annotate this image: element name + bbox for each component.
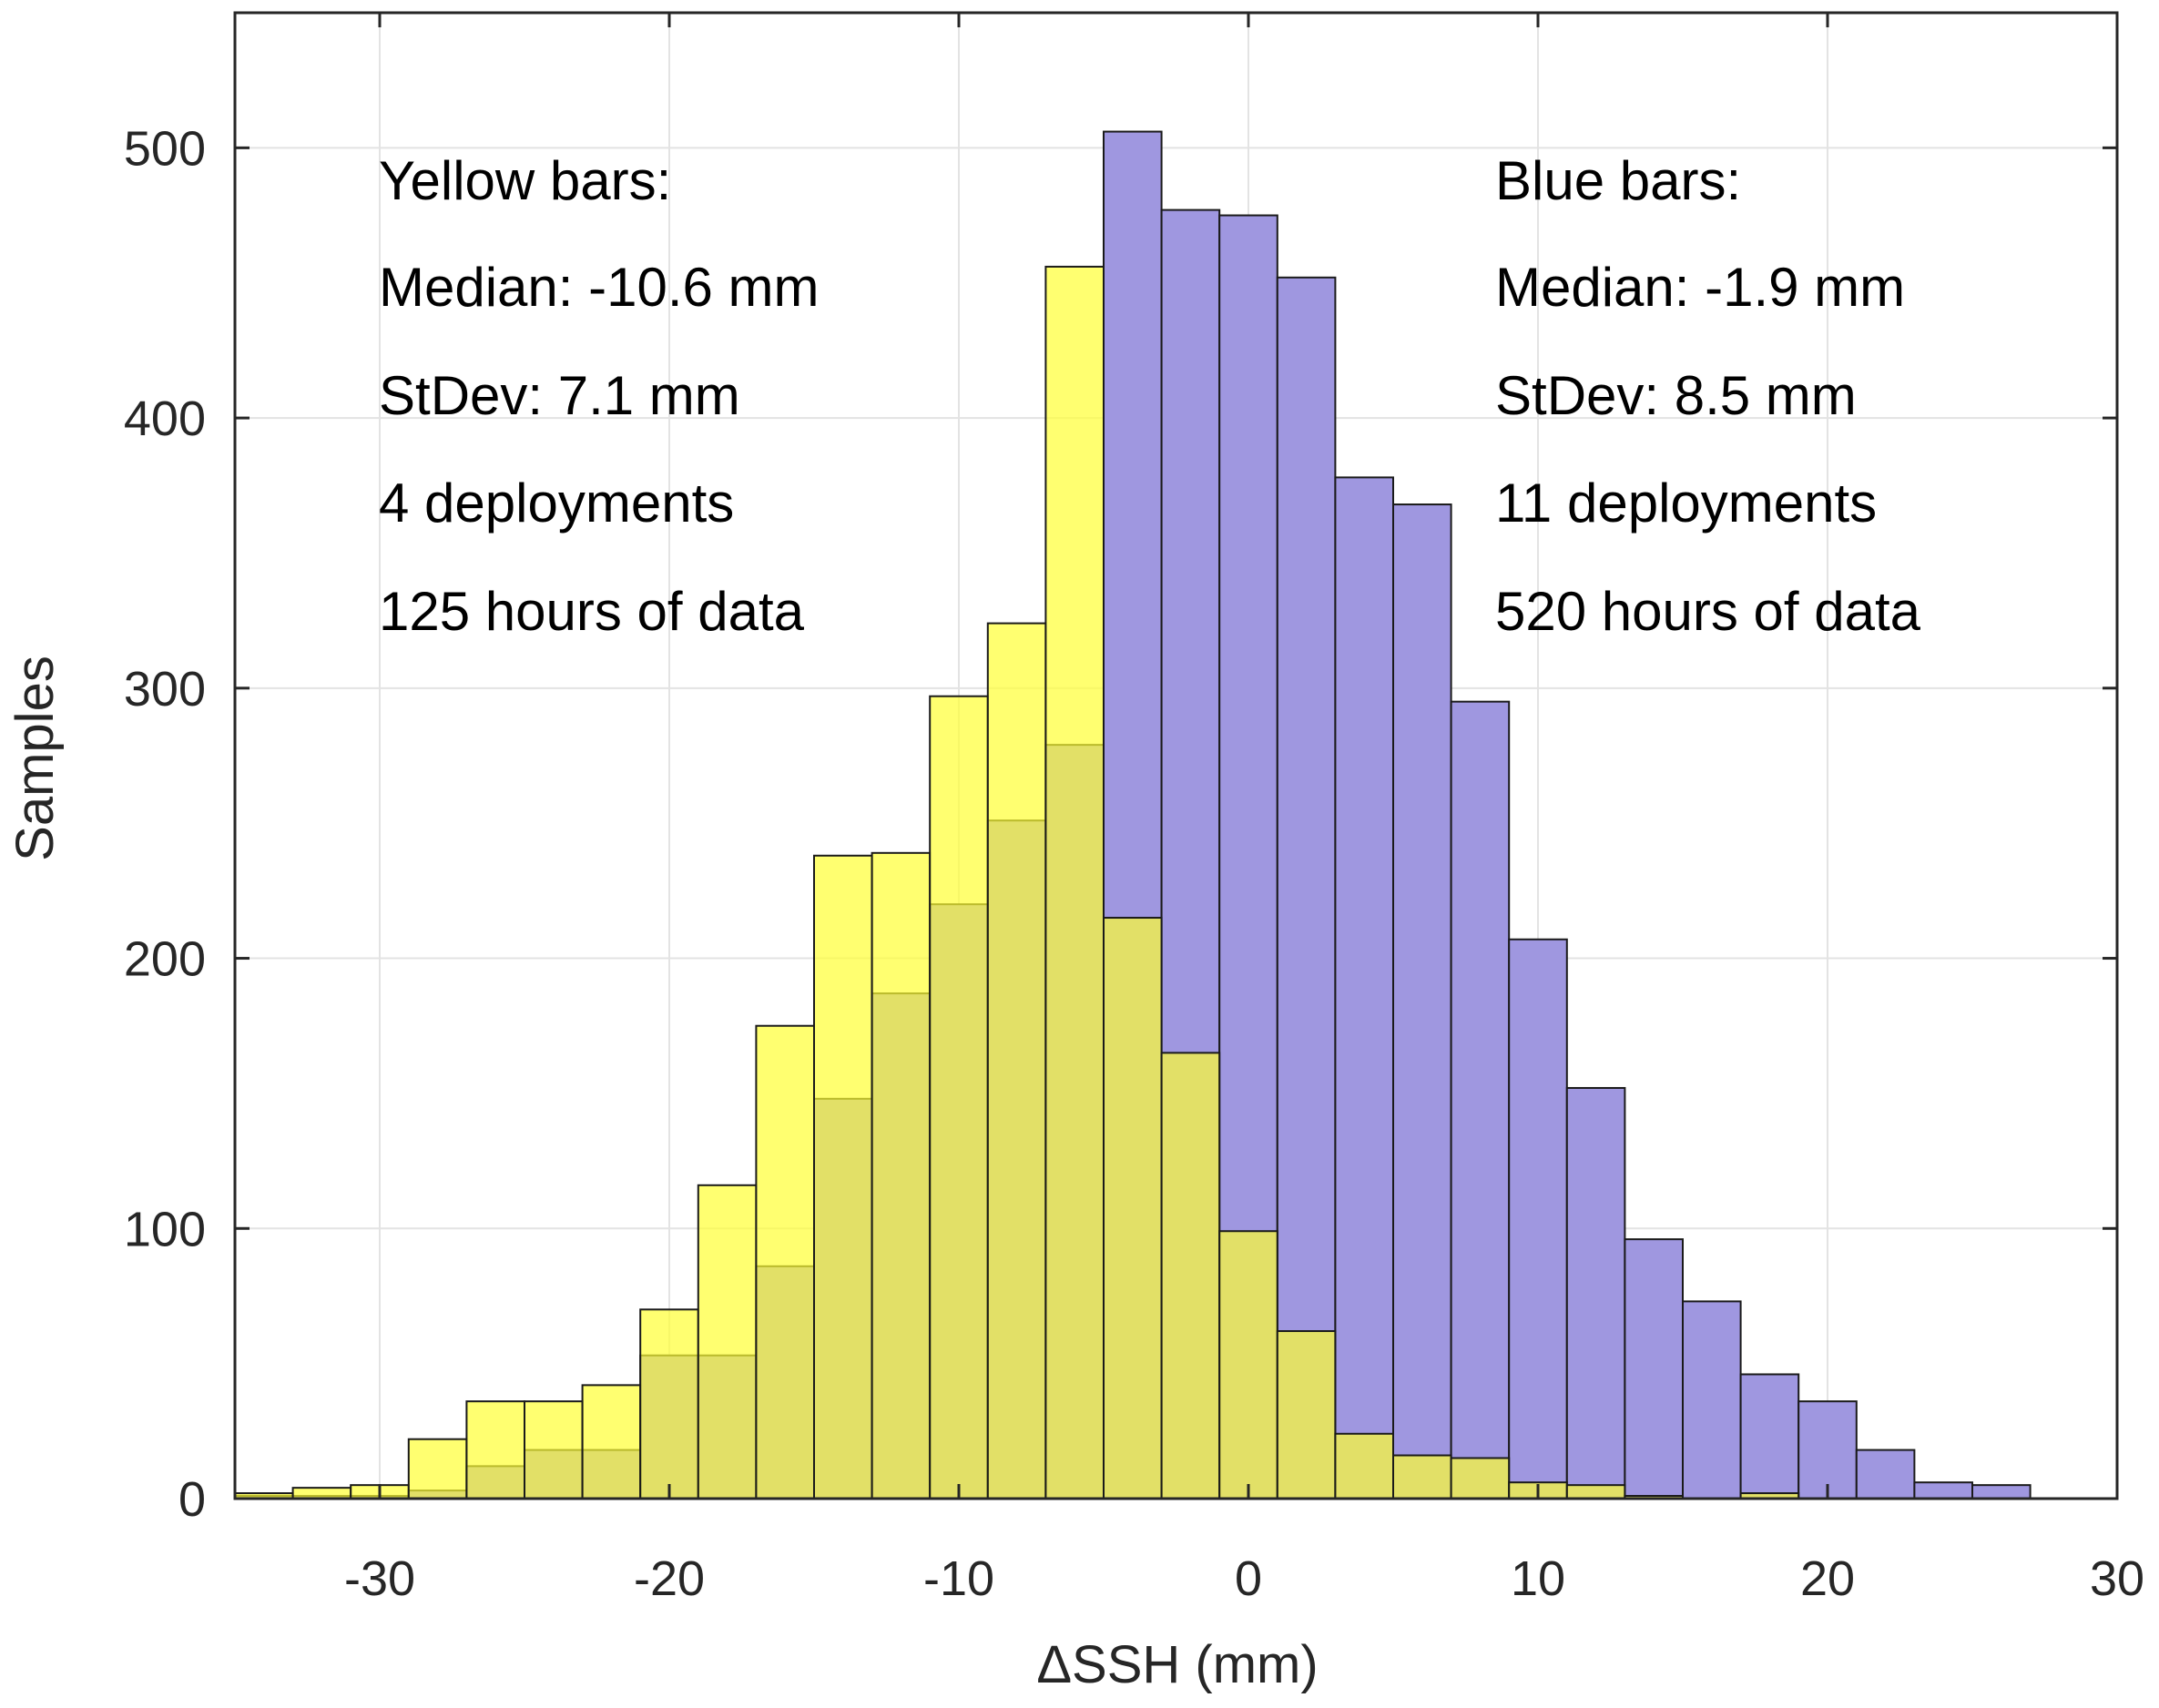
- bar: [1565, 1086, 1626, 1500]
- bar: [407, 1438, 468, 1500]
- bar: [1971, 1484, 2032, 1500]
- x-tick-label: -10: [923, 1551, 994, 1606]
- yellow-annot-line: Yellow bars:: [379, 150, 671, 211]
- bar: [465, 1400, 526, 1500]
- bar: [1565, 1484, 1626, 1500]
- bar: [1334, 476, 1395, 1500]
- bar: [1276, 1330, 1337, 1500]
- blue-annot-line: Blue bars:: [1495, 150, 1741, 211]
- x-tick-label: -30: [344, 1551, 415, 1606]
- axes-box: [233, 11, 2119, 1500]
- yellow-annot-line: 4 deployments: [379, 473, 734, 534]
- x-tick-label: 30: [2090, 1551, 2144, 1606]
- bar: [1913, 1481, 1973, 1500]
- bar: [1392, 503, 1452, 1500]
- bar: [1044, 265, 1105, 1500]
- bar: [1218, 1230, 1278, 1500]
- yellow-annot-line: 125 hours of data: [379, 581, 805, 642]
- yellow-annot-line: Median: -10.6 mm: [379, 257, 820, 318]
- y-tick-label: 200: [124, 932, 206, 987]
- bar: [1276, 276, 1337, 1500]
- blue-annot-line: 11 deployments: [1495, 473, 1877, 534]
- bar: [1450, 1457, 1511, 1500]
- bar: [1682, 1300, 1742, 1500]
- bar: [986, 622, 1047, 1500]
- bar: [581, 1384, 642, 1500]
- bar: [639, 1308, 699, 1500]
- x-tick-label: 20: [1800, 1551, 1855, 1606]
- bar: [524, 1400, 584, 1500]
- blue-annot-line: Median: -1.9 mm: [1495, 257, 1905, 318]
- bar: [1508, 938, 1568, 1500]
- yellow-stats-annotation: Yellow bars: Median: -10.6 mm StDev: 7.1…: [379, 150, 820, 642]
- y-tick-label: 300: [124, 662, 206, 717]
- y-axis-title: Samples: [5, 656, 65, 861]
- x-tick-label: 10: [1511, 1551, 1565, 1606]
- bar: [1334, 1432, 1395, 1500]
- bar: [1450, 700, 1511, 1500]
- bar: [1855, 1449, 1916, 1500]
- bar: [1624, 1238, 1685, 1500]
- blue-stats-annotation: Blue bars: Median: -1.9 mm StDev: 8.5 mm…: [1495, 150, 1921, 642]
- y-tick-label: 100: [124, 1202, 206, 1256]
- x-tick-label: -20: [634, 1551, 705, 1606]
- x-axis-title: ΔSSH (mm): [1036, 1635, 1318, 1694]
- x-tick-label: 0: [1235, 1551, 1262, 1606]
- y-tick-label: 500: [124, 121, 206, 176]
- bar: [755, 1024, 816, 1500]
- bar: [1739, 1373, 1800, 1500]
- axes: [233, 11, 2119, 1500]
- blue-annot-line: 520 hours of data: [1495, 581, 1921, 642]
- bar: [697, 1184, 758, 1500]
- y-tick-label: 0: [178, 1472, 206, 1527]
- bar: [929, 695, 989, 1500]
- bar: [1392, 1454, 1452, 1500]
- blue-annot-line: StDev: 8.5 mm: [1495, 365, 1857, 426]
- bar: [871, 851, 932, 1500]
- y-tick-label: 400: [124, 391, 206, 446]
- bar: [291, 1487, 352, 1500]
- yellow-annot-line: StDev: 7.1 mm: [379, 365, 740, 426]
- bar: [813, 854, 873, 1500]
- bar: [1797, 1400, 1858, 1500]
- bar: [1160, 1052, 1221, 1500]
- bar: [1103, 917, 1163, 1500]
